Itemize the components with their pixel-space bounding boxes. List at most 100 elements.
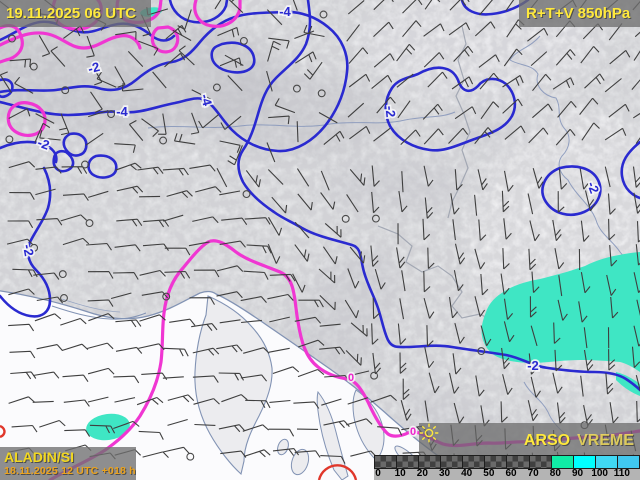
wind-barb	[296, 168, 310, 187]
wind-barb	[324, 374, 351, 383]
wind-barb	[557, 299, 568, 321]
wind-barb	[115, 162, 142, 171]
wind-barb	[141, 372, 168, 381]
wind-barb	[349, 169, 366, 186]
wind-barb	[502, 248, 510, 270]
wind-barb	[9, 192, 35, 200]
wind-barb	[90, 63, 103, 86]
wind-barb	[371, 165, 380, 187]
wind-barb	[452, 219, 456, 241]
arso-vreme-logo-box: ARSO VREME	[419, 423, 640, 458]
wind-barb	[454, 106, 477, 120]
wind-barb	[39, 130, 61, 141]
wind-barb	[555, 49, 576, 66]
wind-barb	[269, 399, 291, 403]
wind-barb	[503, 218, 512, 240]
wind-barb	[347, 397, 368, 405]
wind-barb	[294, 30, 315, 40]
wind-barb	[399, 352, 407, 374]
wind-barb	[114, 244, 141, 252]
wind-barb	[348, 73, 371, 88]
wind-barb	[396, 43, 416, 62]
wind-barb	[137, 166, 164, 175]
wind-barb	[344, 299, 360, 319]
wind-barb	[528, 127, 549, 144]
wind-barb	[422, 103, 443, 120]
wind-barb	[173, 133, 196, 145]
wind-barb	[115, 31, 137, 40]
wind-barb	[604, 166, 611, 188]
island-cres	[316, 390, 349, 480]
wind-barb	[115, 346, 143, 354]
wind-barb	[162, 446, 190, 454]
wind-barb	[268, 115, 290, 125]
wind-barb	[373, 21, 394, 38]
color-scale-tick: 80	[549, 468, 561, 479]
wind-barb	[127, 51, 144, 67]
color-scale-cell	[441, 456, 464, 468]
wind-barb	[530, 51, 548, 67]
wind-barb	[450, 193, 460, 215]
wind-barb	[500, 401, 508, 423]
wind-barb	[529, 220, 540, 242]
wind-barb	[240, 296, 267, 303]
wind-barb	[503, 321, 515, 343]
wind-barb	[303, 24, 325, 38]
wind-barb	[581, 122, 600, 141]
wind-barb	[266, 142, 276, 163]
wind-barb	[631, 346, 640, 368]
wind-barb	[194, 423, 216, 426]
vreme-brand: VREME	[577, 431, 634, 449]
wind-barb	[423, 23, 445, 37]
wind-barb	[297, 368, 325, 378]
wind-barb	[348, 370, 370, 377]
wind-barb	[190, 112, 200, 135]
wind-barb	[374, 268, 386, 290]
wind-barb	[189, 164, 216, 172]
wind-barb	[87, 271, 114, 279]
model-name: ALADIN/SI	[4, 449, 74, 465]
wind-barb	[90, 91, 103, 113]
wind-barb	[552, 219, 562, 242]
color-scale-cell	[375, 456, 398, 468]
wind-barb	[163, 347, 189, 357]
wind-barb	[243, 347, 270, 354]
calm-wind-circle	[370, 371, 379, 380]
wind-barb	[167, 394, 195, 403]
wind-barb	[348, 47, 369, 64]
wind-barb	[608, 349, 616, 371]
wind-barb	[398, 191, 408, 213]
wind-barb	[189, 297, 215, 305]
calm-wind-circle	[159, 136, 168, 145]
wind-barb	[320, 170, 330, 191]
wind-barb	[609, 245, 618, 267]
wind-barb	[114, 143, 136, 153]
wind-barb	[219, 240, 246, 248]
wind-barb	[218, 372, 244, 381]
wind-barb	[454, 322, 465, 344]
wind-barb	[503, 48, 523, 67]
wind-barb	[371, 191, 380, 214]
wind-barb	[63, 25, 85, 39]
wind-barb	[401, 270, 406, 292]
wind-barb	[88, 190, 109, 198]
wind-barb	[36, 218, 63, 226]
color-scale-cell	[617, 456, 639, 468]
calm-wind-circle	[242, 190, 251, 199]
wind-barb	[162, 167, 189, 176]
wind-barb	[89, 424, 116, 434]
wind-barb	[423, 128, 444, 145]
wind-barb	[501, 190, 510, 213]
wind-barb	[531, 271, 540, 293]
wind-barb	[554, 248, 565, 270]
wind-barb	[86, 242, 112, 251]
isotherm-labels: -4-4-4-2-2-2-2-2-200	[18, 2, 604, 440]
color-scale-tick: 60	[505, 468, 517, 479]
wind-barb	[423, 270, 431, 293]
wind-barb	[216, 265, 244, 272]
wind-barb	[373, 127, 391, 142]
wind-barb	[448, 22, 471, 36]
wind-barb	[216, 291, 243, 299]
wind-barb	[266, 70, 273, 92]
